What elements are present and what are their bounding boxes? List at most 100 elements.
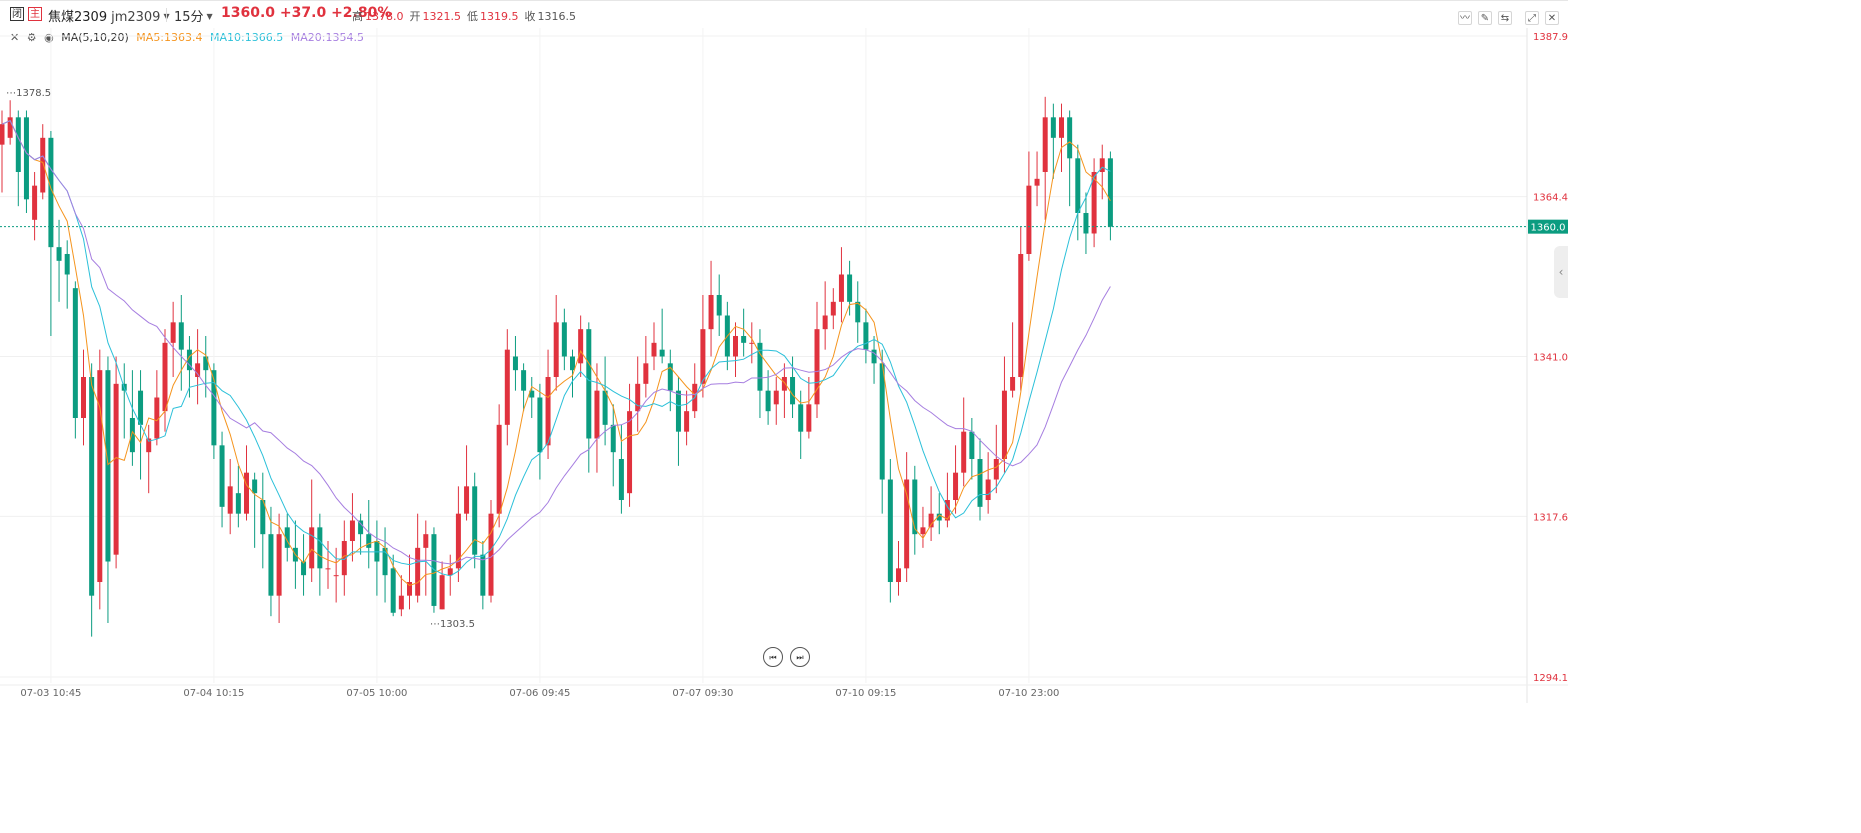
candle-body xyxy=(977,459,983,507)
candle-body xyxy=(790,377,796,405)
candle-body xyxy=(757,342,763,391)
candle-body xyxy=(512,356,518,371)
candle-body xyxy=(675,390,681,432)
ma-legend: ✕ ⚙ ◉ MA(5,10,20) MA5:1363.4 MA10:1366.5… xyxy=(10,31,368,44)
candle-body xyxy=(64,253,70,275)
close-value: 1316.5 xyxy=(537,10,577,23)
candle-body xyxy=(700,329,706,384)
candle-body xyxy=(113,383,119,555)
next-icon[interactable]: ⏭ xyxy=(790,647,810,667)
candle-body xyxy=(382,547,388,576)
candle-body xyxy=(276,534,282,596)
candle-body xyxy=(879,363,885,480)
candle-body xyxy=(178,322,184,350)
candle-body xyxy=(871,349,877,364)
candle-body xyxy=(936,513,942,521)
ohlc-readout: 高 1378.0 开 1321.5 低 1319.5 收 1316.5 xyxy=(352,8,582,24)
candle-body xyxy=(374,541,380,562)
y-tick-label: 1341.0 xyxy=(1533,353,1568,364)
y-tick-label: 1294.1 xyxy=(1533,673,1568,684)
candle-body xyxy=(969,431,975,460)
candle-body xyxy=(993,459,999,480)
candle-body xyxy=(716,294,722,316)
high-label: 高 xyxy=(352,10,363,23)
candle-body xyxy=(667,363,673,391)
gear-icon[interactable]: ⚙ xyxy=(26,31,37,44)
candle-body xyxy=(806,404,812,432)
candlestick-chart[interactable]: 1387.9 1364.4 1341.0 1317.6 1294.1 07-03 10:4… xyxy=(0,0,1568,703)
prev-icon[interactable]: ⏮ xyxy=(763,647,783,667)
candle-body xyxy=(235,493,241,514)
candle-body xyxy=(472,486,478,555)
candle-body xyxy=(1042,117,1048,172)
candle-body xyxy=(97,370,103,583)
ma10-value: MA10:1366.5 xyxy=(210,31,284,44)
chevron-left-icon[interactable]: ‹ xyxy=(1554,246,1568,298)
expand-icon[interactable]: ⤢ xyxy=(1525,11,1539,25)
candle-body xyxy=(985,479,991,501)
candle-body xyxy=(1026,185,1032,254)
candle-body xyxy=(1001,390,1007,460)
candle-body xyxy=(953,472,959,501)
line-style-icon[interactable]: 〰 xyxy=(1458,11,1472,25)
candle-body xyxy=(129,418,135,453)
min-marker: ⋯1303.5 xyxy=(430,619,475,630)
candle-body xyxy=(521,370,527,391)
candle-body xyxy=(570,356,575,371)
close-icon[interactable]: ✕ xyxy=(10,31,20,44)
last-price-tag xyxy=(1528,219,1568,234)
x-tick-label: 07-06 09:45 xyxy=(509,688,570,699)
candle-body xyxy=(439,575,445,610)
ma10-line xyxy=(1,120,1111,577)
candle-body xyxy=(1107,158,1113,227)
open-label: 开 xyxy=(409,10,421,23)
candle-body xyxy=(170,322,176,343)
x-tick-label: 07-05 10:00 xyxy=(346,688,407,699)
close-icon[interactable]: ✕ xyxy=(1545,11,1559,25)
candle-body xyxy=(659,349,665,357)
x-tick-label: 07-10 09:15 xyxy=(835,688,896,699)
main-contract-badge: 主 xyxy=(28,7,42,21)
ma20-line xyxy=(1,120,1111,565)
indicator-title: MA(5,10,20) xyxy=(61,31,129,44)
candle-body xyxy=(847,274,853,302)
candle-body xyxy=(944,500,950,521)
ma5-line xyxy=(1,120,1111,586)
candle-body xyxy=(1010,377,1016,391)
market-closed-badge: 闭 xyxy=(10,7,24,21)
low-value: 1319.5 xyxy=(480,10,519,23)
max-marker: ⋯1378.5 xyxy=(6,88,51,99)
candle-body xyxy=(146,438,152,453)
candle-body xyxy=(781,377,787,391)
candle-body xyxy=(423,534,429,548)
candle-body xyxy=(896,568,901,583)
eye-icon[interactable]: ◉ xyxy=(44,31,54,44)
candle-body xyxy=(219,445,225,507)
candle-body xyxy=(578,329,584,364)
candle-body xyxy=(594,390,600,439)
interval-selector[interactable]: 15分 ▼ xyxy=(174,6,213,25)
candle-body xyxy=(268,534,274,596)
x-tick-label: 07-04 10:15 xyxy=(183,688,244,699)
candle-body xyxy=(455,513,461,569)
candle-body xyxy=(814,329,820,405)
candle-body xyxy=(317,527,323,569)
candle-body xyxy=(211,370,217,446)
candle-body xyxy=(48,137,54,248)
candle-body xyxy=(89,377,95,596)
candle-body xyxy=(610,424,616,453)
compare-icon[interactable]: ⇆ xyxy=(1498,11,1512,25)
last-price: 1360.0 xyxy=(221,5,276,21)
candle-body xyxy=(863,322,869,350)
candle-body xyxy=(488,513,494,596)
ma20-value: MA20:1354.5 xyxy=(290,31,364,44)
candle-body xyxy=(341,541,347,576)
candle-body xyxy=(529,390,535,398)
candle-body xyxy=(822,315,828,330)
candle-body xyxy=(227,486,233,514)
candle-body xyxy=(195,363,201,378)
pencil-icon[interactable]: ✎ xyxy=(1478,11,1492,25)
candle-body xyxy=(961,431,967,473)
